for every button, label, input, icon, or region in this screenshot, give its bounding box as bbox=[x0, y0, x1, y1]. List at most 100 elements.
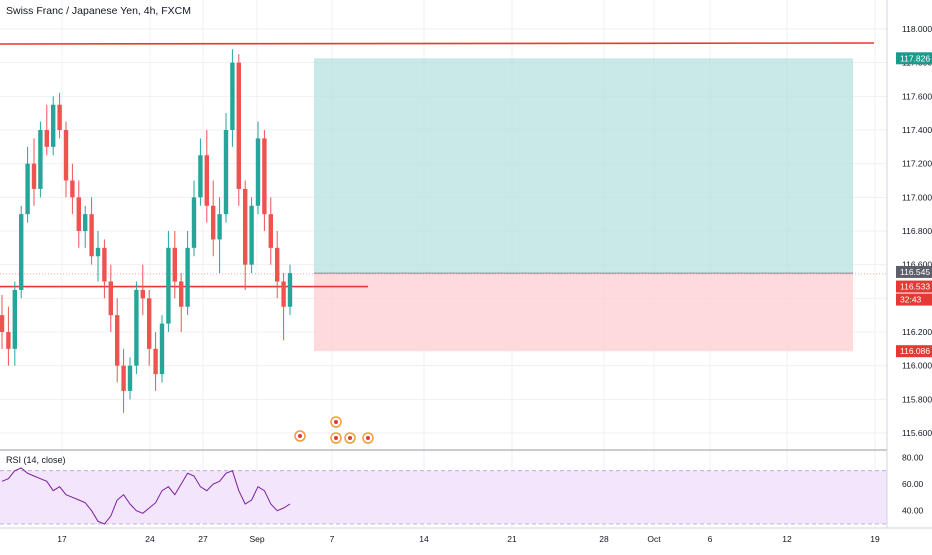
candle bbox=[140, 289, 145, 299]
candle bbox=[159, 323, 165, 375]
x-tick-label: 14 bbox=[419, 534, 429, 544]
target-zone bbox=[314, 58, 853, 274]
candle bbox=[147, 298, 152, 349]
x-tick-label: 21 bbox=[507, 534, 517, 544]
candle bbox=[217, 214, 222, 240]
event-marker-icon bbox=[344, 432, 356, 444]
candle bbox=[89, 214, 94, 257]
candle bbox=[25, 163, 30, 215]
y-tick-label: 117.200 bbox=[902, 159, 932, 169]
x-tick-label: 6 bbox=[708, 534, 713, 544]
candle bbox=[230, 62, 235, 130]
entry-badge bbox=[896, 280, 932, 293]
target-badge-label: 117.826 bbox=[900, 53, 930, 63]
candle bbox=[249, 205, 254, 265]
candle bbox=[204, 155, 209, 206]
candle bbox=[38, 130, 43, 189]
rsi-line bbox=[1, 467, 291, 525]
candle bbox=[70, 180, 75, 198]
rsi-tick-label: 40.00 bbox=[902, 506, 924, 516]
candle bbox=[179, 281, 184, 307]
x-tick-label: Sep bbox=[249, 534, 264, 544]
target-badge bbox=[896, 52, 932, 65]
candle bbox=[95, 247, 101, 257]
candle bbox=[57, 104, 62, 130]
candle bbox=[76, 197, 81, 231]
candle bbox=[12, 289, 17, 349]
candle bbox=[63, 130, 69, 181]
candle bbox=[211, 205, 216, 240]
candle bbox=[134, 289, 139, 366]
candle bbox=[83, 214, 88, 231]
x-tick-label: 19 bbox=[870, 534, 880, 544]
y-tick-label: 116.600 bbox=[902, 260, 932, 270]
event-marker-dot bbox=[366, 436, 370, 440]
y-tick-label: 117.400 bbox=[902, 125, 932, 135]
event-marker-dot bbox=[298, 434, 302, 438]
rsi-tick-label: 60.00 bbox=[902, 479, 924, 489]
candle bbox=[44, 130, 49, 147]
candle bbox=[0, 315, 5, 332]
x-tick-label: 24 bbox=[145, 534, 155, 544]
candle bbox=[236, 62, 241, 189]
x-tick-label: 27 bbox=[198, 534, 208, 544]
event-marker-dot bbox=[334, 436, 338, 440]
candle bbox=[108, 281, 113, 316]
candle bbox=[185, 247, 190, 307]
x-tick-label: 12 bbox=[782, 534, 792, 544]
x-tick-label: Oct bbox=[647, 534, 661, 544]
candle bbox=[166, 247, 171, 324]
candle bbox=[255, 138, 261, 206]
y-tick-label: 116.800 bbox=[902, 226, 932, 236]
countdown-badge-label: 32:43 bbox=[900, 295, 922, 305]
candle bbox=[223, 130, 229, 215]
stop-badge-label: 116.086 bbox=[900, 346, 930, 356]
candle bbox=[6, 332, 11, 349]
rsi-tick-label: 80.00 bbox=[902, 452, 924, 462]
candle bbox=[51, 104, 56, 147]
stop-zone bbox=[314, 273, 853, 352]
symbol-title: Swiss Franc / Japanese Yen, 4h, FXCM bbox=[6, 5, 192, 17]
resistance-line bbox=[0, 42, 875, 45]
x-tick-label: 7 bbox=[330, 534, 335, 544]
y-tick-label: 116.000 bbox=[902, 361, 932, 371]
candle bbox=[102, 247, 107, 282]
y-tick-label: 118.000 bbox=[902, 24, 932, 34]
event-marker-icon bbox=[330, 416, 342, 428]
y-tick-label: 117.600 bbox=[902, 91, 932, 101]
candle bbox=[115, 315, 120, 366]
rsi-band bbox=[0, 470, 887, 524]
candle bbox=[19, 214, 24, 290]
last-price-badge-label: 116.545 bbox=[900, 267, 930, 277]
x-tick-label: 28 bbox=[599, 534, 609, 544]
event-marker-icon bbox=[294, 430, 306, 442]
x-tick-label: 17 bbox=[57, 534, 67, 544]
y-tick-label: 116.200 bbox=[902, 327, 932, 337]
event-marker-dot bbox=[334, 420, 338, 424]
candle bbox=[281, 281, 286, 307]
candle bbox=[268, 214, 273, 248]
candle bbox=[262, 138, 267, 215]
candle bbox=[127, 365, 133, 391]
countdown-badge bbox=[896, 293, 932, 306]
rsi-title: RSI (14, close) bbox=[4, 455, 68, 465]
candle bbox=[275, 247, 280, 282]
candle bbox=[31, 163, 37, 189]
y-tick-label: 115.800 bbox=[902, 394, 932, 404]
entry-badge-label: 116.533 bbox=[900, 282, 930, 292]
event-marker-icon bbox=[330, 432, 342, 444]
last-price-badge bbox=[896, 265, 932, 278]
candle bbox=[287, 273, 293, 307]
candle bbox=[191, 197, 197, 248]
candle bbox=[172, 247, 177, 282]
candle bbox=[198, 155, 203, 198]
y-tick-label: 115.600 bbox=[902, 428, 932, 438]
candle bbox=[243, 188, 248, 265]
event-marker-dot bbox=[348, 436, 352, 440]
stop-badge bbox=[896, 345, 932, 358]
candle bbox=[121, 365, 126, 391]
candle bbox=[153, 348, 158, 375]
event-marker-icon bbox=[362, 432, 374, 444]
